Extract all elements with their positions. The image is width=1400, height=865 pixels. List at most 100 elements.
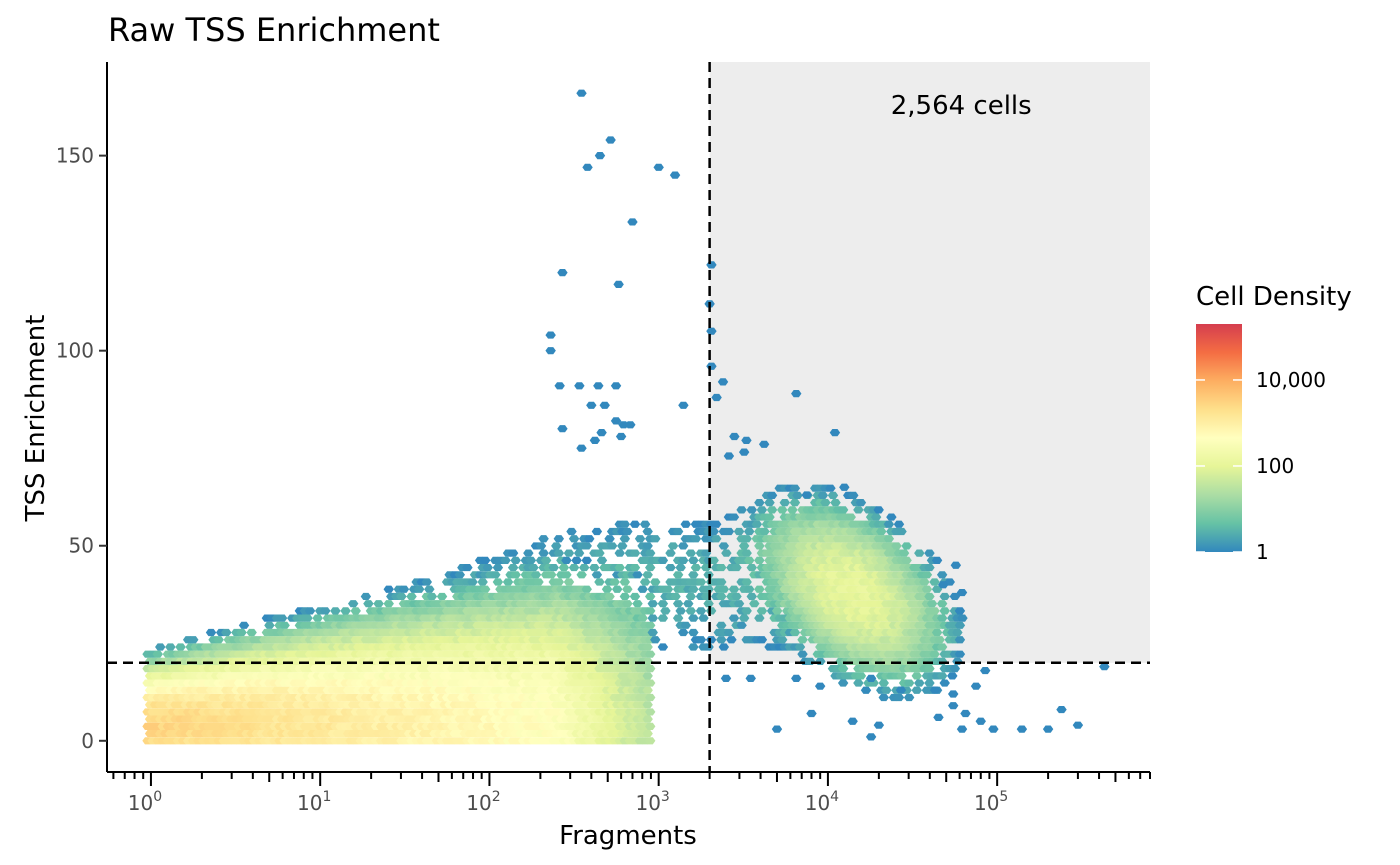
outlier-hex (806, 709, 817, 718)
hex-cell (820, 499, 831, 507)
hex-cell (929, 607, 940, 615)
hex-cell (954, 621, 966, 629)
hex-cell (312, 614, 323, 622)
hex-cell (657, 614, 669, 622)
hex-cell (881, 686, 892, 694)
hex-cell (647, 614, 658, 622)
outlier-hex (933, 713, 944, 721)
hex-cell (939, 679, 950, 687)
outlier-hex (729, 432, 740, 441)
hex-cell (647, 600, 658, 608)
outlier-hex (865, 674, 877, 682)
outlier-hex (948, 690, 959, 698)
hex-cell (939, 607, 950, 615)
hex-cell (645, 737, 656, 745)
hex-cell (716, 578, 727, 586)
hex-cell (612, 585, 623, 593)
outlier-hex (814, 682, 826, 690)
hex-cell (711, 520, 722, 528)
outlier-hex (791, 389, 802, 398)
legend-label: 10,000 (1256, 368, 1326, 392)
hex-cell (876, 527, 887, 536)
hex-cell (645, 665, 656, 673)
hex-cell (873, 506, 884, 514)
hex-cell (634, 535, 646, 543)
hex-cell (893, 520, 905, 528)
y-tick-label: 100 (56, 339, 94, 363)
outlier-hex (576, 89, 587, 97)
hex-cell (604, 535, 615, 543)
hex-cell (642, 542, 653, 550)
hex-cell (622, 585, 633, 593)
hex-cell (929, 578, 940, 586)
chart-title: Raw TSS Enrichment (108, 11, 440, 49)
hex-cell (304, 607, 316, 615)
hex-cell (792, 491, 803, 500)
hex-cell (591, 571, 603, 579)
hex-cell (759, 527, 770, 536)
hex-cell (538, 549, 549, 557)
outlier-hex (610, 382, 622, 390)
hex-cell (617, 542, 628, 550)
outlier-hex (613, 280, 624, 288)
hex-cell (947, 672, 958, 680)
hex-cell (901, 556, 912, 564)
hex-cell (698, 614, 709, 622)
hex-cell (558, 563, 570, 572)
outlier-hex (706, 327, 717, 335)
hex-cell (903, 679, 915, 687)
outlier-hex (873, 721, 885, 729)
outlier-hex (723, 452, 735, 460)
hex-cell (921, 585, 933, 593)
hex-cell (238, 621, 250, 629)
hex-cell (728, 585, 740, 593)
hex-cell (936, 600, 948, 608)
hexbin-layer (142, 89, 1110, 745)
hex-cell (535, 542, 547, 550)
hex-cell (553, 549, 565, 557)
hex-cell (276, 614, 288, 622)
legend-colorbar (1196, 324, 1242, 552)
hex-cell (860, 686, 872, 694)
hex-cell (601, 585, 613, 593)
x-tick-label: 100 (128, 789, 162, 815)
hex-cell (662, 585, 674, 593)
hex-cell (553, 535, 565, 543)
hex-cell (645, 607, 656, 615)
hex-cell (406, 592, 417, 601)
hex-cell (645, 563, 656, 572)
hex-cell (581, 585, 592, 593)
hex-cell (619, 592, 631, 601)
hex-cell (221, 628, 232, 637)
hex-cell (678, 556, 689, 564)
outlier-hex (1016, 725, 1028, 733)
hex-cell (467, 578, 478, 586)
hex-cell (789, 499, 801, 507)
outlier-hex (956, 588, 968, 597)
hex-cell (279, 621, 290, 629)
hex-cell (896, 527, 907, 536)
hex-cell (436, 592, 448, 601)
hex-cell (563, 549, 575, 557)
hex-cell (561, 571, 572, 579)
hex-cell (657, 556, 669, 564)
hex-cell (898, 549, 910, 557)
outlier-hex (865, 733, 877, 741)
outlier-hex (960, 709, 971, 718)
hex-cell (667, 542, 679, 550)
hex-cell (629, 520, 641, 528)
hex-cell (695, 607, 707, 615)
hex-cell (421, 578, 433, 586)
hex-cell (614, 549, 625, 557)
hex-cell (736, 621, 747, 629)
hex-cell (716, 592, 727, 601)
hex-cell (302, 614, 313, 622)
hex-cell (657, 643, 669, 651)
hex-cell (213, 636, 224, 644)
hex-cell (568, 563, 580, 572)
hex-cell (733, 527, 745, 536)
outlier-hex (582, 163, 593, 171)
hex-cell (893, 693, 905, 702)
